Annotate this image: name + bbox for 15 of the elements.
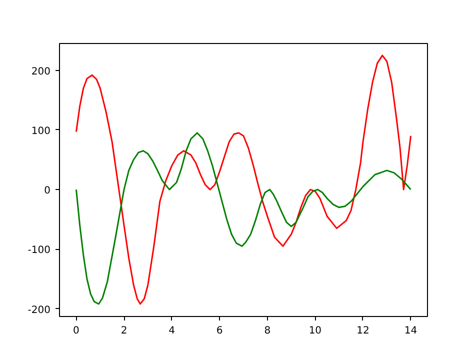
line-series bbox=[75, 54, 412, 305]
x-tick-label: 8 bbox=[264, 326, 271, 336]
y-tick-label: -200 bbox=[28, 304, 51, 316]
x-tick-label: 2 bbox=[120, 326, 128, 336]
y-tick-label: 100 bbox=[31, 126, 51, 137]
x-tick-label: 0 bbox=[73, 326, 80, 336]
x-tick-label: 4 bbox=[168, 326, 176, 336]
x-tick-label: 14 bbox=[404, 326, 418, 336]
line-series bbox=[75, 132, 412, 305]
y-tick-label: 0 bbox=[44, 186, 51, 197]
y-tick-label: 200 bbox=[31, 66, 51, 78]
x-tick-label: 6 bbox=[216, 326, 223, 336]
x-tick-label: 10 bbox=[308, 326, 322, 336]
x-tick-label: 12 bbox=[356, 326, 370, 336]
y-tick-label: -100 bbox=[28, 245, 51, 256]
